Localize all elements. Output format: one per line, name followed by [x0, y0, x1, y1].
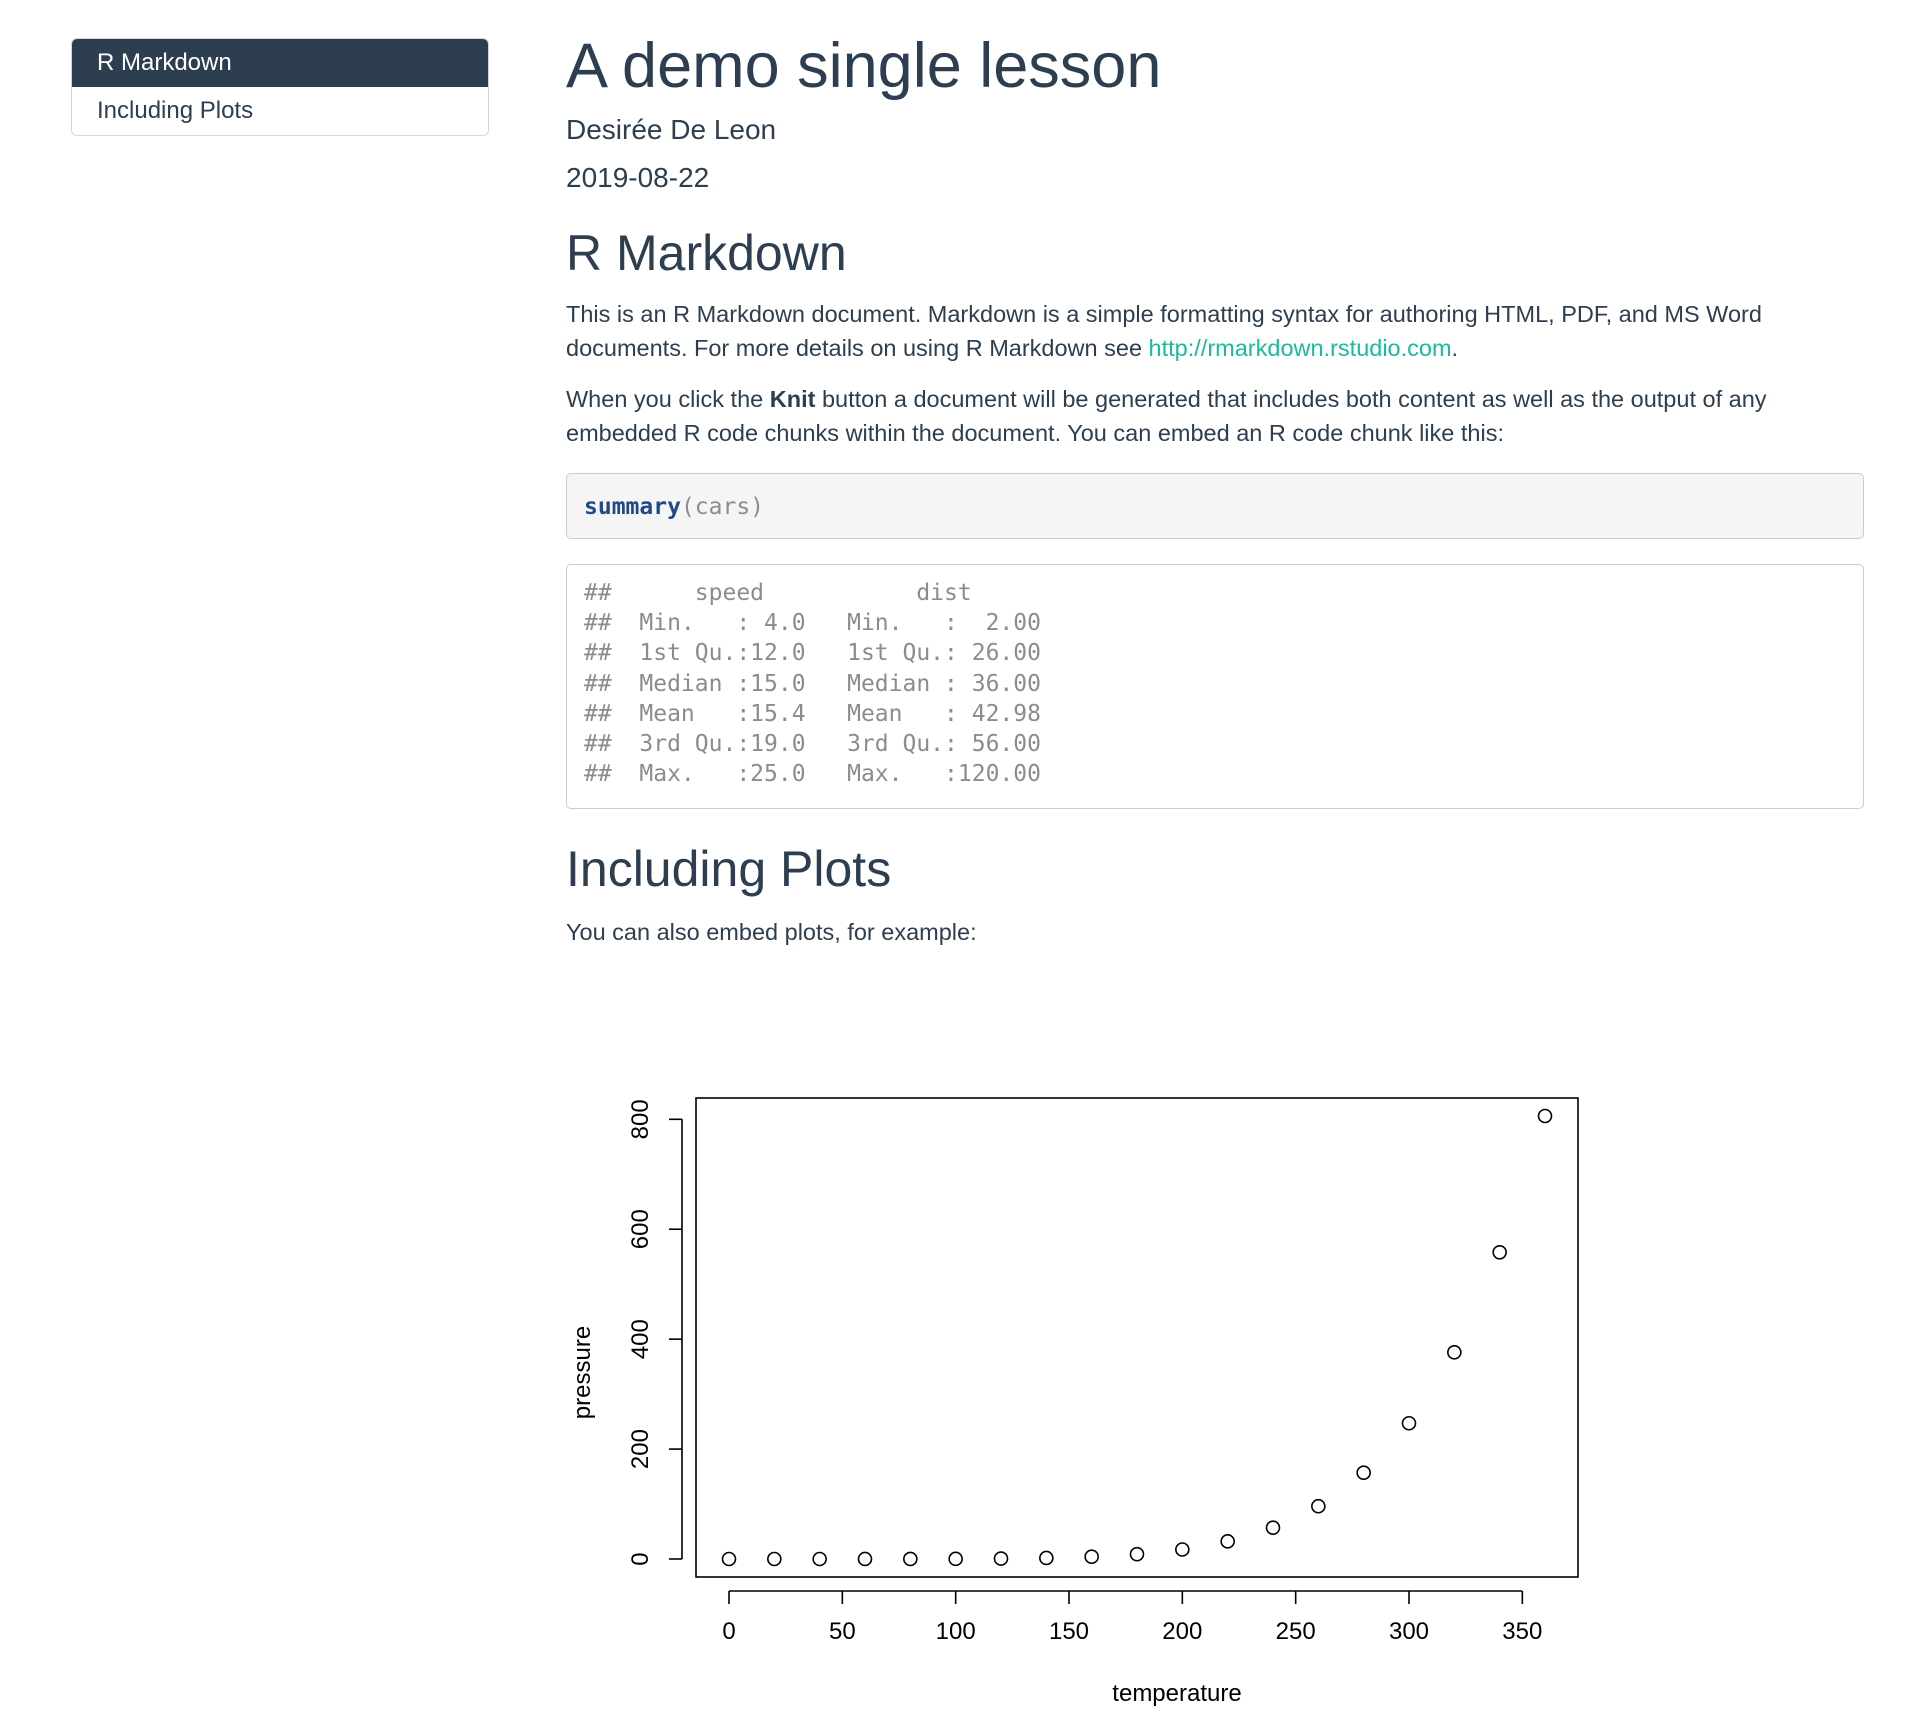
rmarkdown-link[interactable]: http://rmarkdown.rstudio.com	[1148, 335, 1452, 361]
data-point	[721, 1551, 737, 1567]
section-heading-including-plots: Including Plots	[566, 841, 892, 897]
data-point	[1537, 1108, 1553, 1124]
data-point	[1220, 1534, 1235, 1549]
output-line: ## speed dist	[584, 580, 1069, 606]
author: Desirée De Leon	[566, 114, 777, 145]
x-tick-label: 100	[936, 1618, 976, 1645]
x-tick-label: 0	[722, 1618, 735, 1645]
y-tick-label: 600	[627, 1209, 654, 1249]
x-tick-label: 350	[1502, 1618, 1542, 1645]
data-point	[812, 1551, 827, 1567]
intro-text: This is an R Markdown document. Markdown…	[566, 301, 1762, 361]
knit-text-pre: When you click the	[566, 386, 770, 412]
data-point	[1084, 1549, 1099, 1564]
data-point	[1311, 1498, 1326, 1514]
y-axis-title: pressure	[569, 1326, 596, 1419]
y-tick-label: 0	[627, 1552, 654, 1565]
knit-text-post: button a document will be generated that…	[566, 386, 1767, 446]
date: 2019-08-22	[566, 162, 710, 193]
plot-frame	[695, 1097, 1579, 1578]
data-point	[948, 1551, 963, 1567]
data-point	[1492, 1245, 1507, 1260]
output-line: ## Max. :25.0 Max. :120.00	[584, 761, 1069, 788]
x-tick-label: 200	[1162, 1618, 1202, 1645]
x-tick-label: 150	[1049, 1618, 1089, 1645]
section-heading-r-markdown: R Markdown	[566, 225, 847, 281]
y-tick-label: 800	[627, 1099, 654, 1139]
output-line: ## 3rd Qu.:19.0 3rd Qu.: 56.00	[584, 730, 1069, 757]
code-chunk[interactable]: summary(cars)	[566, 473, 1864, 539]
toc-item-r-markdown[interactable]: R Markdown	[72, 39, 488, 87]
toc-item-including-plots[interactable]: Including Plots	[97, 97, 254, 124]
data-point	[857, 1551, 873, 1567]
x-tick-label: 50	[829, 1618, 856, 1645]
data-point	[903, 1551, 918, 1567]
data-point	[993, 1551, 1009, 1566]
page-title: A demo single lesson	[566, 31, 1162, 101]
y-tick-label: 400	[627, 1319, 654, 1359]
knit-paragraph: When you click the Knit button a documen…	[566, 382, 1866, 450]
output-line: ## 1st Qu.:12.0 1st Qu.: 26.00	[584, 640, 1069, 667]
data-point	[1265, 1520, 1281, 1535]
code-output[interactable]: ## speed dist ## Min. : 4.0 Min. : 2.00 …	[566, 564, 1864, 809]
table-of-contents: R Markdown Including Plots	[71, 38, 489, 136]
knit-bold: Knit	[769, 386, 816, 412]
code-args: (cars)	[680, 494, 765, 520]
data-point	[1447, 1345, 1462, 1360]
output-line: ## Mean :15.4 Mean : 42.98	[584, 700, 1069, 727]
data-point	[1356, 1465, 1371, 1481]
plots-paragraph: You can also embed plots, for example:	[566, 919, 977, 945]
intro-text-end: .	[1451, 335, 1459, 361]
pressure-scatter-plot: 0 50 100 150 200 250 300 350 0 200 400 600 800 temper…	[569, 1097, 1579, 1707]
code-function: summary	[584, 494, 681, 520]
intro-paragraph: This is an R Markdown document. Markdown…	[566, 297, 1866, 365]
data-point	[1129, 1546, 1145, 1562]
data-point	[1175, 1542, 1190, 1557]
y-tick-label: 200	[627, 1429, 654, 1469]
data-point	[1039, 1550, 1054, 1566]
x-tick-label: 250	[1276, 1618, 1316, 1645]
x-axis-title: temperature	[1112, 1680, 1241, 1707]
data-point	[1401, 1415, 1417, 1431]
output-line: ## Median :15.0 Median : 36.00	[584, 670, 1069, 697]
x-tick-label: 300	[1389, 1618, 1429, 1645]
output-line: ## Min. : 4.0 Min. : 2.00	[584, 610, 1069, 637]
data-point	[767, 1551, 782, 1567]
